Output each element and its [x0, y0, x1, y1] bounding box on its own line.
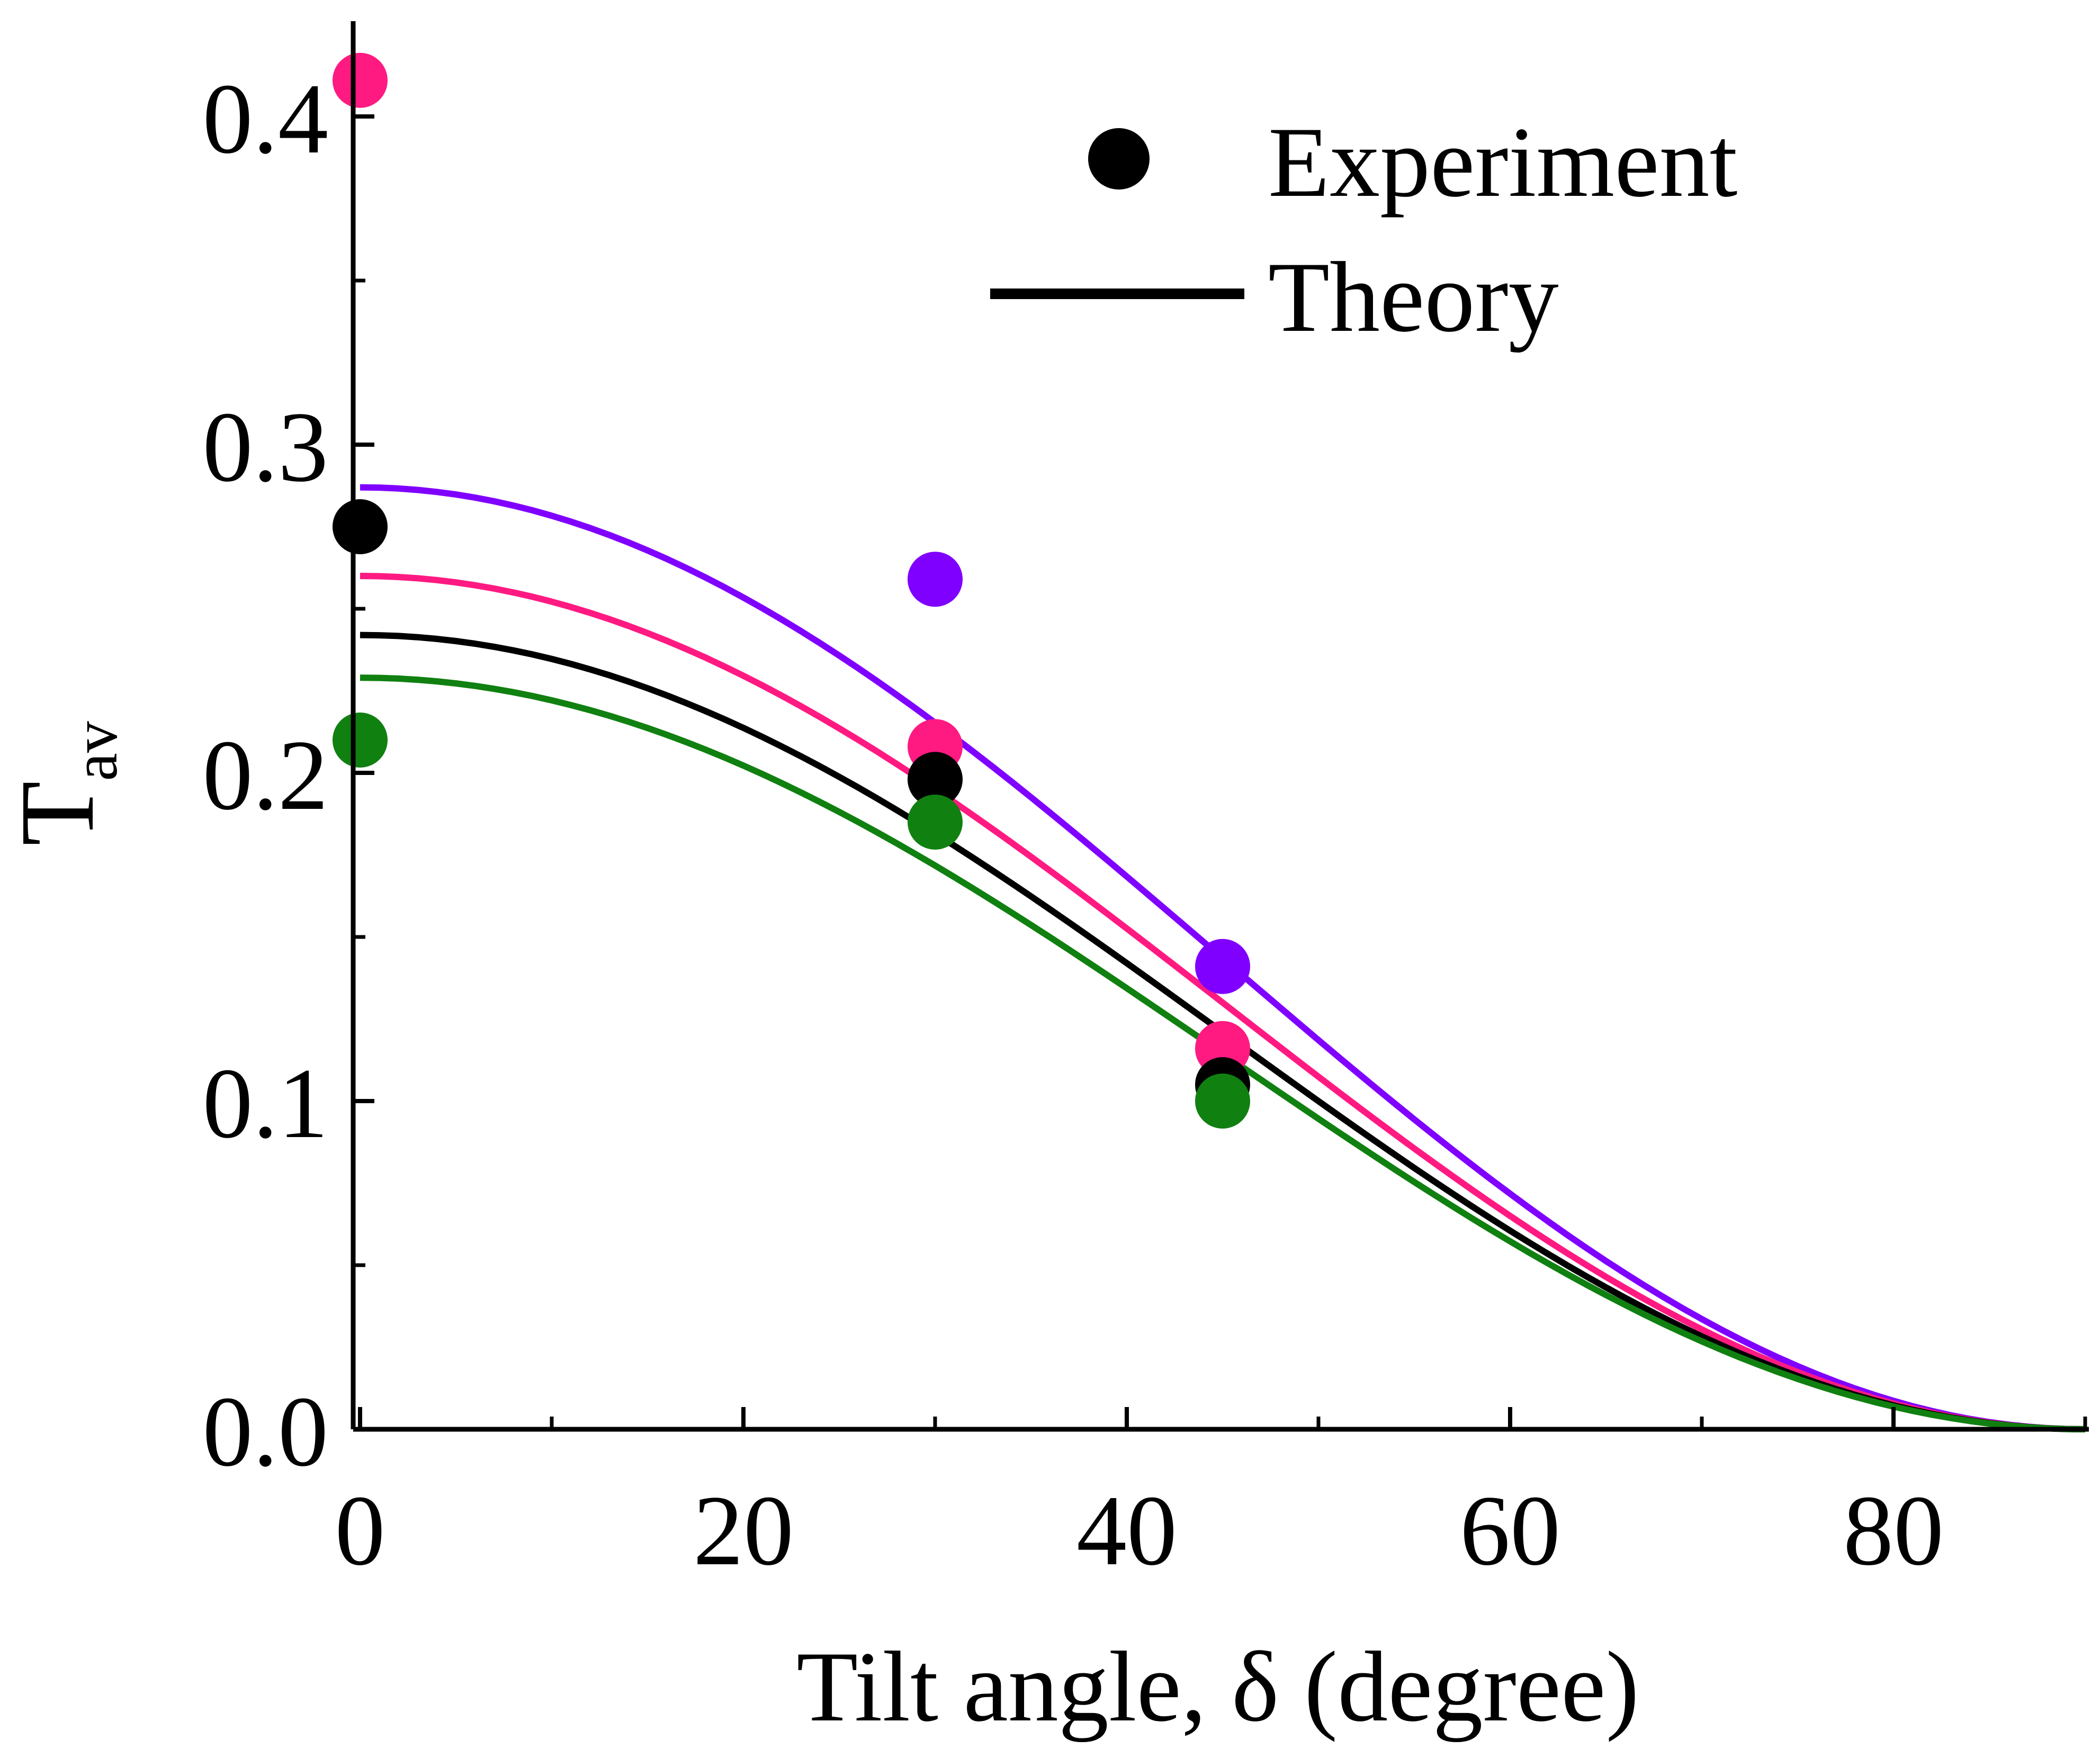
y-tick-label: 0.4	[203, 64, 329, 175]
theory-curve-pink	[360, 573, 2086, 1432]
y-tick-label: 0.3	[203, 392, 329, 503]
y-tick-label: 0.0	[203, 1376, 329, 1487]
x-tick-label: 0	[335, 1475, 385, 1586]
legend: Experiment Theory	[990, 107, 1737, 353]
legend-experiment-marker	[1088, 128, 1150, 190]
y-axis-title-main: T	[0, 781, 116, 846]
y-axis-title: Tav	[0, 721, 130, 845]
y-tick-label: 0.2	[203, 720, 329, 831]
x-tick-label: 80	[1843, 1475, 1944, 1586]
experiment-point-green	[908, 795, 963, 850]
experiment-point-black	[333, 499, 388, 554]
experiment-point-green	[1195, 1074, 1250, 1129]
experiment-point-black	[908, 752, 963, 807]
y-tick-label: 0.1	[203, 1048, 329, 1159]
legend-experiment-label: Experiment	[1268, 107, 1737, 218]
x-tick-label: 60	[1460, 1475, 1560, 1586]
x-tick-label: 40	[1076, 1475, 1177, 1586]
x-tick-label: 20	[693, 1475, 794, 1586]
svg-text:Tav: Tav	[0, 721, 130, 845]
ticks: 0 20 40 60 80 0.0 0.1 0.2 0.3 0.4	[203, 64, 2087, 1586]
experiment-point-violet	[908, 552, 963, 607]
experiment-point-pink	[333, 52, 388, 108]
y-axis-title-subscript: av	[60, 721, 130, 781]
experiment-point-green	[333, 713, 388, 768]
x-axis-title: Tilt angle, δ (degree)	[796, 1631, 1639, 1743]
experiment-points	[333, 52, 1250, 1129]
legend-theory-label: Theory	[1268, 242, 1559, 353]
axes	[351, 21, 2089, 1432]
experiment-point-violet	[1195, 939, 1250, 994]
